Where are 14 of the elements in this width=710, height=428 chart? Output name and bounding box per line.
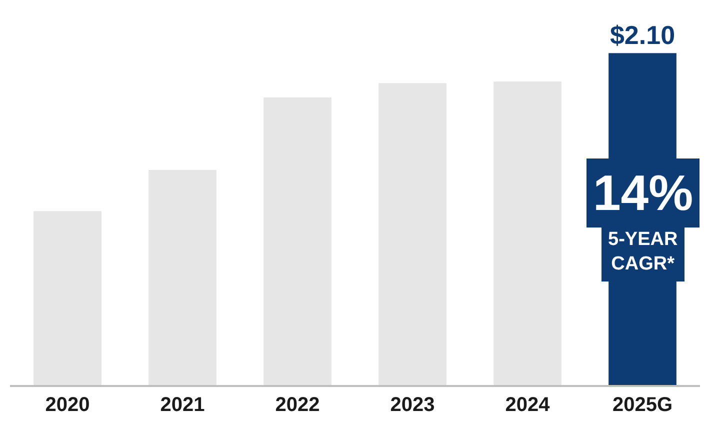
- x-tick-label: 2024: [505, 394, 551, 416]
- bar: [494, 82, 562, 385]
- x-tick-label: 2021: [160, 394, 205, 416]
- x-tick-label: 2020: [45, 394, 90, 416]
- bar: [148, 170, 216, 385]
- data-label: $2.10: [610, 20, 676, 50]
- annotation: 14%: [593, 165, 694, 221]
- x-tick-label: 2025G: [612, 394, 673, 416]
- bar: [34, 211, 102, 385]
- x-tick-label: 2023: [390, 394, 435, 416]
- x-tick-label: 2022: [275, 394, 320, 416]
- annotation: 5-YEAR CAGR*: [608, 229, 678, 275]
- bar: [264, 97, 332, 385]
- bar: [378, 83, 446, 385]
